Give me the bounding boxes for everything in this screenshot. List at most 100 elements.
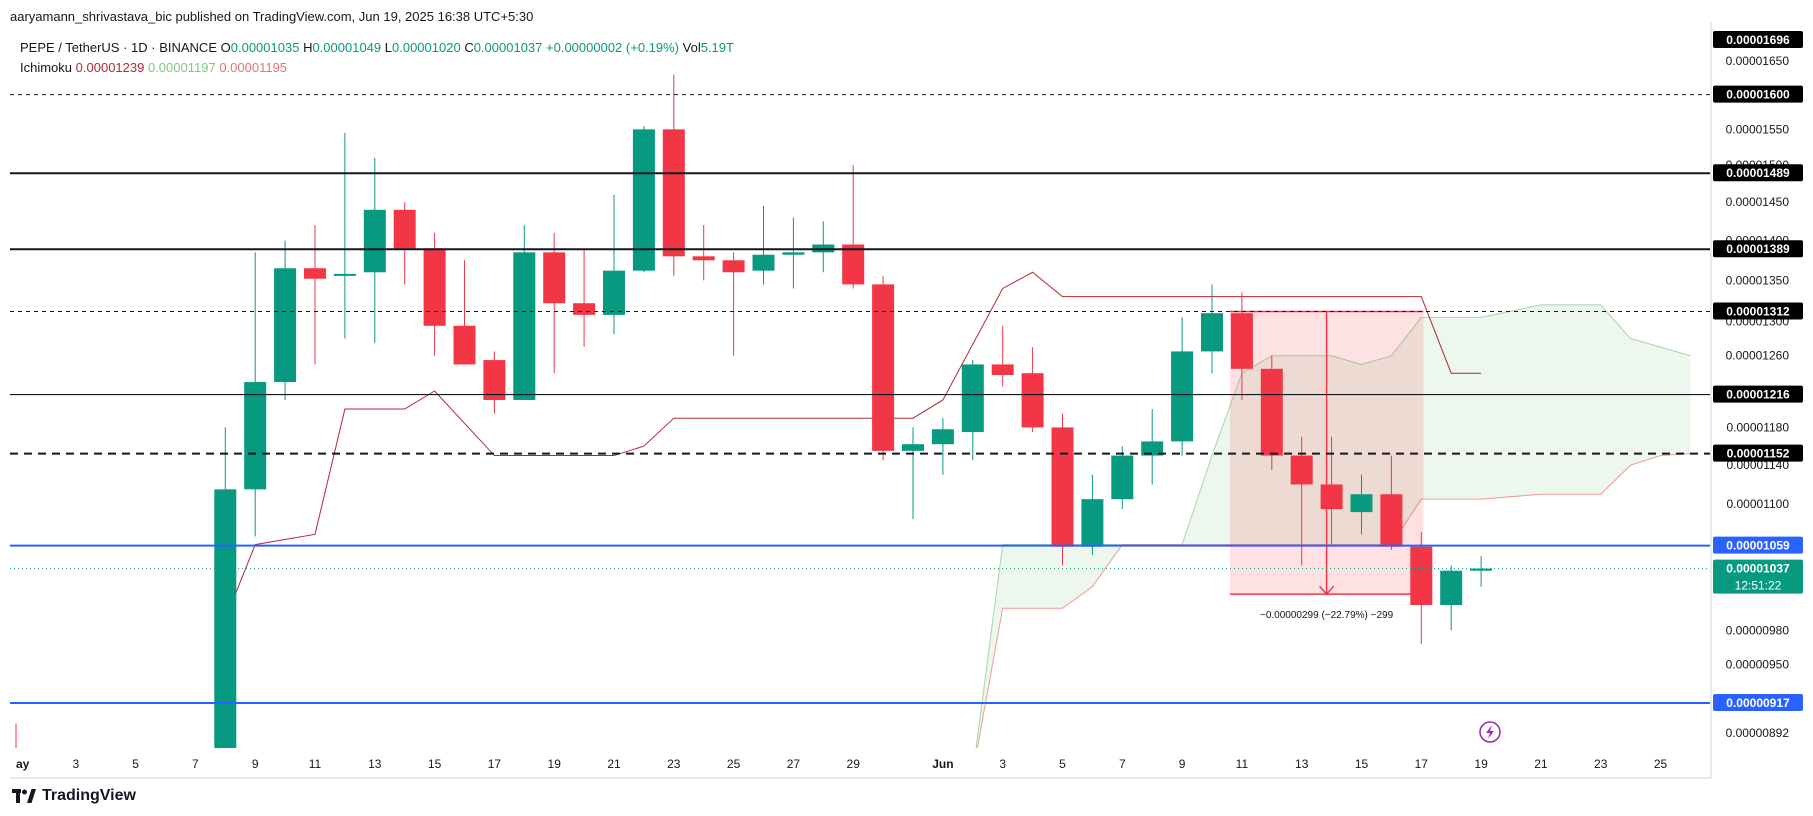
senkou-span-b: [976, 453, 1691, 748]
senkou-span-a: [975, 304, 1691, 748]
candle-11: [304, 225, 326, 365]
candle-27: [782, 217, 805, 289]
time-tick-21-21: 21: [607, 757, 621, 771]
time-tick-Jun-32: Jun: [932, 757, 953, 771]
price-tick-label: 0.00001260: [1726, 349, 1790, 363]
candle-10: [274, 240, 297, 400]
time-tick-13-13: 13: [368, 757, 382, 771]
candle-24: [692, 225, 715, 281]
candle-body: [214, 489, 237, 748]
candle-29: [842, 165, 865, 289]
candle-48: [1410, 532, 1433, 644]
candle-43: [1260, 355, 1283, 470]
candle-36: [1051, 413, 1074, 566]
candle-body: [662, 129, 685, 257]
price-tick-label: 0.00001350: [1726, 273, 1790, 287]
candle-30: [872, 276, 895, 461]
candle-body: [752, 254, 775, 271]
tenkan-sen-line: [224, 271, 1482, 620]
time-tick-7-38: 7: [1119, 757, 1126, 771]
candle-body: [543, 252, 566, 304]
candle-body: [274, 268, 297, 383]
candle-46: [1350, 474, 1373, 535]
candle-32: [931, 418, 954, 475]
candle-1: [15, 723, 17, 748]
low-value: 0.00001020: [392, 40, 461, 55]
candle-body: [1410, 546, 1433, 606]
candle-body: [304, 268, 326, 279]
level-badge-0.00001152-bg: [1713, 444, 1803, 462]
ichimoku-value-2: 0.00001197: [147, 60, 216, 75]
candle-45: [1320, 436, 1343, 545]
level-badge-0.00001600-bg: [1713, 85, 1803, 103]
chart-legend: PEPE / TetherUS · 1D · BINANCE O0.000010…: [20, 38, 734, 78]
time-tick-29-29: 29: [847, 757, 861, 771]
time-tick-5-5: 5: [132, 757, 139, 771]
level-badge-0.00001389: 0.00001389: [1726, 242, 1790, 256]
candle-body: [333, 273, 356, 276]
time-tick-3-34: 3: [999, 757, 1006, 771]
candle-17: [483, 351, 506, 414]
candle-38: [1111, 446, 1134, 510]
ichimoku-cloud: [976, 304, 1691, 748]
top-price-badge-bg: [1713, 31, 1803, 48]
price-tick-label: 0.00000980: [1726, 623, 1790, 637]
time-tick-11-11: 11: [309, 757, 322, 771]
candle-body: [363, 209, 386, 273]
time-tick-21-52: 21: [1534, 757, 1548, 771]
open-label: O: [220, 40, 231, 55]
candle-body: [1141, 441, 1164, 456]
price-tick-label: 0.00001100: [1726, 497, 1789, 511]
candle-body: [1230, 313, 1253, 369]
time-tick-27-27: 27: [787, 757, 801, 771]
time-tick-May-1: ay: [16, 757, 30, 771]
candle-44: [1290, 436, 1313, 566]
candle-40: [1171, 317, 1194, 456]
low-label: L: [384, 40, 392, 55]
ichimoku-label[interactable]: Ichimoku: [20, 60, 73, 75]
time-tick-15-46: 15: [1355, 757, 1369, 771]
candle-22: [632, 125, 655, 273]
ohlc-row: PEPE / TetherUS · 1D · BINANCE O0.000010…: [20, 38, 734, 58]
candle-50: [1470, 556, 1493, 587]
ichimoku-row: Ichimoku 0.00001239 0.00001197 0.0000119…: [20, 58, 734, 78]
level-badge-0.00001312-bg: [1713, 302, 1803, 320]
plot-area: −0.00000299 (−22.79%) −299: [15, 74, 1691, 748]
time-tick-15-15: 15: [428, 757, 442, 771]
candle-16: [453, 260, 476, 365]
candle-body: [483, 360, 506, 400]
candle-body: [931, 429, 954, 445]
open-value: 0.00001035: [230, 40, 300, 55]
candle-19: [543, 232, 566, 374]
price-tick-label: 0.00001450: [1726, 195, 1790, 209]
level-badge-0.00001489: 0.00001489: [1726, 166, 1790, 180]
time-tick-23-23: 23: [667, 757, 681, 771]
candle-body: [842, 244, 865, 285]
tradingview-brand[interactable]: TradingView: [12, 787, 136, 805]
candle-body: [1051, 427, 1074, 547]
time-tick-17-48: 17: [1415, 757, 1429, 771]
candle-28: [812, 221, 835, 273]
candle-34: [991, 325, 1014, 387]
candle-body: [1350, 494, 1373, 513]
high-label: H: [303, 40, 313, 55]
candle-body: [1440, 570, 1463, 606]
level-badge-0.00001489-bg: [1713, 164, 1803, 182]
candle-body: [902, 444, 924, 451]
close-value: 0.00001037: [473, 40, 543, 55]
candle-39: [1141, 409, 1164, 485]
level-badge-0.00001059: 0.00001059: [1726, 539, 1790, 553]
candle-13: [363, 157, 386, 343]
time-tick-9-40: 9: [1179, 757, 1186, 771]
candle-body: [244, 382, 267, 490]
candle-body: [1290, 455, 1313, 485]
symbol-label[interactable]: PEPE / TetherUS · 1D · BINANCE: [20, 40, 217, 55]
price-tick-label: 0.00000950: [1726, 657, 1790, 671]
volume-label: Vol: [682, 40, 701, 55]
candle-12: [333, 132, 356, 339]
time-tick-5-36: 5: [1059, 757, 1066, 771]
time-tick-13-44: 13: [1295, 757, 1309, 771]
candle-21: [603, 194, 625, 335]
time-tick-9-9: 9: [252, 757, 259, 771]
